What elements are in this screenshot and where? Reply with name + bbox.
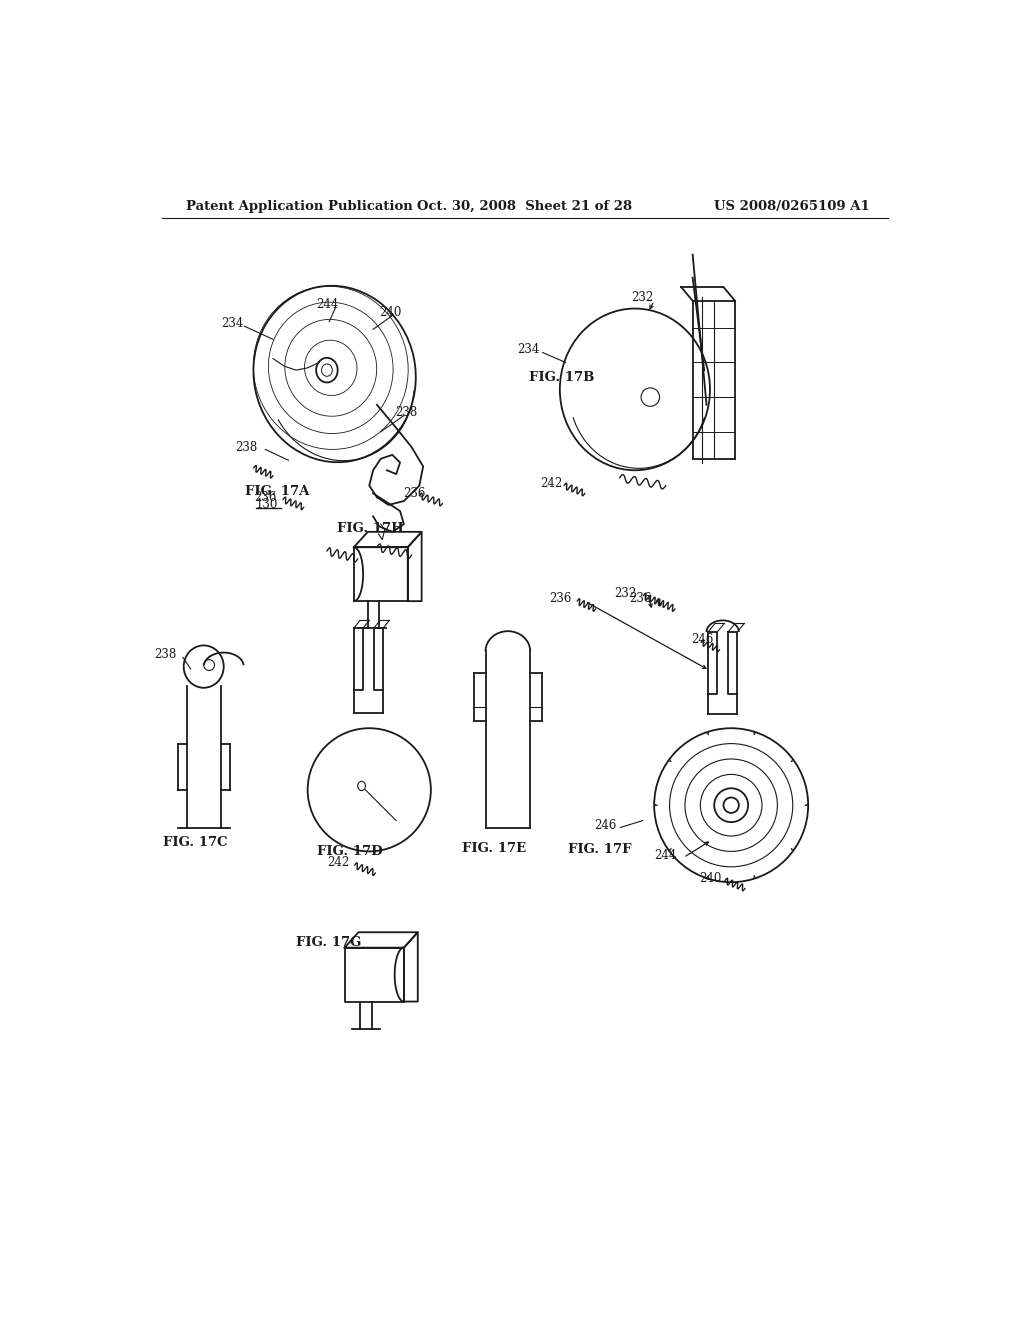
Text: 244: 244 <box>654 849 677 862</box>
Text: 232: 232 <box>632 290 653 304</box>
Text: 238: 238 <box>154 648 176 661</box>
Text: 242: 242 <box>540 477 562 490</box>
Text: 242: 242 <box>328 857 349 870</box>
Text: FIG. 17A: FIG. 17A <box>245 484 309 498</box>
Text: FIG. 17B: FIG. 17B <box>529 371 595 384</box>
Text: 234: 234 <box>517 343 540 356</box>
Text: 236: 236 <box>549 593 571 606</box>
Text: 238: 238 <box>395 407 418 418</box>
Text: 238: 238 <box>234 441 257 454</box>
Text: Oct. 30, 2008  Sheet 21 of 28: Oct. 30, 2008 Sheet 21 of 28 <box>417 199 633 213</box>
Text: US 2008/0265109 A1: US 2008/0265109 A1 <box>714 199 869 213</box>
Text: FIG. 17F: FIG. 17F <box>568 843 632 857</box>
Text: 236: 236 <box>254 491 276 504</box>
Text: Patent Application Publication: Patent Application Publication <box>186 199 413 213</box>
Text: FIG. 17C: FIG. 17C <box>163 836 227 849</box>
Text: 232: 232 <box>614 587 637 601</box>
Text: 130: 130 <box>256 499 279 511</box>
Text: 240: 240 <box>699 871 722 884</box>
Text: 234: 234 <box>221 317 244 330</box>
Text: 244: 244 <box>315 298 338 312</box>
Text: 236: 236 <box>629 593 651 606</box>
Text: FIG. 17H: FIG. 17H <box>337 521 403 535</box>
Text: FIG. 17G: FIG. 17G <box>296 936 361 949</box>
Text: 236: 236 <box>402 487 425 500</box>
Text: FIG. 17E: FIG. 17E <box>462 842 525 855</box>
Text: 246: 246 <box>691 634 713 647</box>
Text: 246: 246 <box>595 818 616 832</box>
Text: FIG. 17D: FIG. 17D <box>316 845 383 858</box>
Text: 240: 240 <box>379 306 401 319</box>
